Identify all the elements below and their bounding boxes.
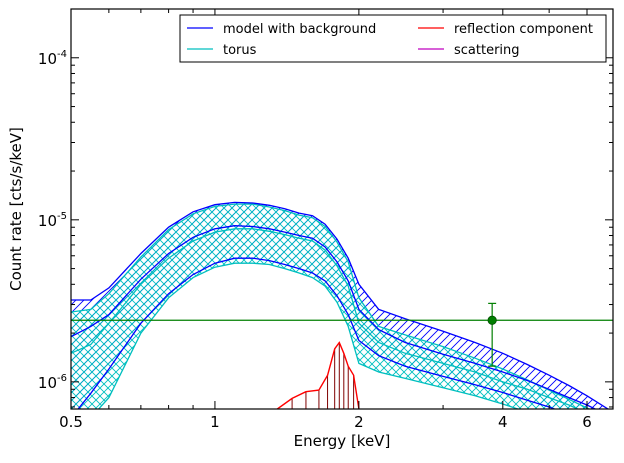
x-axis-label: Energy [keV] xyxy=(294,432,391,450)
model-line-median xyxy=(71,225,597,409)
reflection-line xyxy=(276,341,360,409)
plot-frame xyxy=(70,8,614,410)
x-tick-label: 1 xyxy=(210,413,220,431)
y-axis-label: Count rate [cts/s/keV] xyxy=(7,127,25,291)
torus-band xyxy=(71,204,590,409)
torus-line-median xyxy=(71,228,580,409)
x-tick-label: 2 xyxy=(354,413,364,431)
y-tick-label: 10-6 xyxy=(38,373,67,392)
y-tick-label: 10-4 xyxy=(38,49,67,68)
legend-label: scattering xyxy=(454,43,520,58)
legend-box xyxy=(179,14,607,63)
legend-label: model with background xyxy=(223,22,376,37)
y-tick-label: 10-5 xyxy=(38,211,67,230)
x-tick-label: 6 xyxy=(582,413,592,431)
model-line-upper xyxy=(71,201,610,409)
data-point xyxy=(487,315,497,325)
torus-line-lower xyxy=(97,262,520,409)
legend-label: torus xyxy=(223,43,257,58)
legend: model with background reflection componen… xyxy=(179,14,607,63)
legend-label: reflection component xyxy=(454,22,593,37)
x-tick-label: 0.5 xyxy=(59,413,83,431)
torus-line-upper xyxy=(71,203,591,409)
model-line-lower xyxy=(77,257,557,409)
x-tick-label: 4 xyxy=(498,413,508,431)
